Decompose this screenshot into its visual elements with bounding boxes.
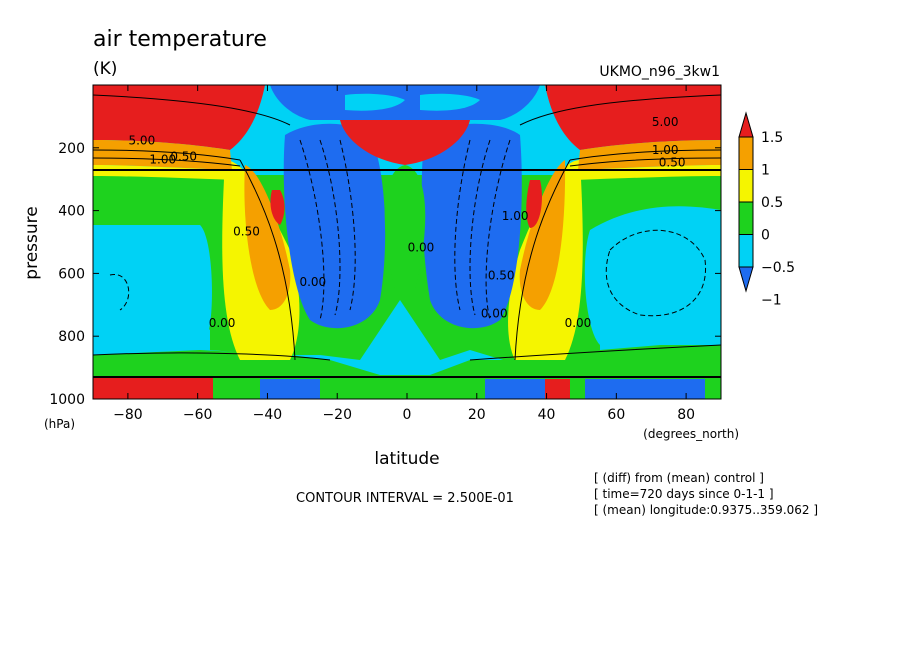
colorbar-swatch — [738, 136, 754, 170]
x-tick-label: −40 — [253, 407, 283, 423]
colorbar-label: 0 — [761, 228, 770, 244]
field-cyan-left — [93, 225, 212, 345]
contour-label: 0.00 — [299, 275, 326, 289]
y-tick-label: 400 — [58, 204, 85, 220]
x-tick-label: 20 — [468, 407, 486, 423]
x-tick-label: −20 — [322, 407, 352, 423]
contour-label: 0.50 — [170, 149, 197, 163]
contour-labels: 5.001.000.500.500.000.000.000.000.501.00… — [128, 115, 685, 330]
field-surface-red-left — [93, 377, 213, 399]
y-tick-label: 200 — [58, 141, 85, 157]
contour-label: 0.50 — [488, 269, 515, 283]
field-blue-right — [421, 123, 522, 329]
contour-label: 0.00 — [565, 316, 592, 330]
field-orange-right — [519, 160, 566, 310]
colorbar-label: 1 — [761, 163, 770, 179]
y-axis-label: pressure — [22, 206, 42, 279]
x-tick-label: −80 — [113, 407, 143, 423]
y-tick-label: 800 — [58, 329, 85, 345]
contour-label: 0.00 — [209, 316, 236, 330]
field-blue-left — [283, 123, 386, 329]
x-axis: −80 −60 −40 −20 0 20 40 60 80 — [113, 85, 695, 423]
field-orange-upper-left — [93, 140, 232, 170]
contour-label: 1.00 — [652, 143, 679, 157]
note-line-2: [ time=720 days since 0-1-1 ] — [594, 487, 774, 501]
colorbar-label: −0.5 — [761, 260, 795, 276]
contour-label: 5.00 — [128, 134, 155, 148]
x-tick-label: −60 — [183, 407, 213, 423]
field-orange-upper-right — [578, 140, 721, 170]
contour-label: 0.50 — [659, 156, 686, 170]
field-cyan-top-right — [420, 93, 480, 111]
field-surface-blue-right — [485, 379, 545, 399]
colorbar-swatch — [738, 234, 754, 268]
model-label: UKMO_n96_3kw1 — [599, 64, 720, 80]
field-surface-blue-far-right — [585, 379, 705, 399]
contour-label: 5.00 — [652, 115, 679, 129]
x-tick-label: 0 — [403, 407, 412, 423]
field-green-center — [384, 165, 426, 290]
colorbar: 1.5 1 0.5 0 −0.5 −1 — [738, 111, 795, 309]
field-orange-left — [244, 165, 291, 310]
field-red-right-core — [526, 180, 542, 228]
field-red-left-core — [270, 190, 285, 225]
contour-label: 0.00 — [481, 306, 508, 320]
y-axis-units: (hPa) — [44, 417, 75, 431]
x-tick-label: 60 — [607, 407, 625, 423]
field-red-upper-right — [545, 85, 721, 150]
field-green-lower — [93, 340, 721, 380]
note-line-1: [ (diff) from (mean) control ] — [594, 471, 764, 485]
x-axis-units: (degrees_north) — [643, 427, 739, 441]
contour-label: 1.00 — [149, 153, 176, 167]
note-line-3: [ (mean) longitude:0.9375..359.062 ] — [594, 503, 818, 517]
field-red-upper-left — [93, 85, 265, 150]
y-tick-label: 600 — [58, 266, 85, 282]
contour-lines — [93, 94, 721, 378]
colorbar-swatch — [738, 169, 754, 203]
field-yellow-upper-left — [93, 165, 235, 180]
contour-label: 0.50 — [233, 225, 260, 239]
contour-label: 0.00 — [408, 240, 435, 254]
field-cyan-top-left — [345, 93, 405, 111]
field-red-center — [340, 120, 470, 165]
y-tick-label: 1000 — [49, 392, 85, 408]
colorbar-arrow-top — [738, 111, 754, 138]
field-cyan-right — [584, 206, 721, 345]
contour-interval: CONTOUR INTERVAL = 2.500E-01 — [296, 491, 514, 506]
field-blue-top — [270, 85, 540, 120]
colorbar-label: 0.5 — [761, 195, 783, 211]
colorbar-label: 1.5 — [761, 130, 783, 146]
contour-field: 5.001.000.500.500.000.000.000.000.501.00… — [93, 85, 721, 399]
field-surface-blue-left — [260, 379, 320, 399]
colorbar-label: −1 — [761, 293, 782, 309]
chart-title: air temperature — [93, 27, 267, 52]
y-axis: 200 400 600 800 1000 — [49, 141, 721, 408]
colorbar-arrow-bottom — [738, 266, 754, 293]
colorbar-swatch — [738, 201, 754, 235]
units-label: (K) — [93, 59, 117, 79]
x-tick-label: 80 — [677, 407, 695, 423]
x-axis-label: latitude — [374, 449, 439, 469]
field-surface-red-right — [545, 379, 570, 399]
field-yellow-upper-right — [575, 165, 721, 180]
contour-label: 1.00 — [502, 209, 529, 223]
x-tick-label: 40 — [538, 407, 556, 423]
